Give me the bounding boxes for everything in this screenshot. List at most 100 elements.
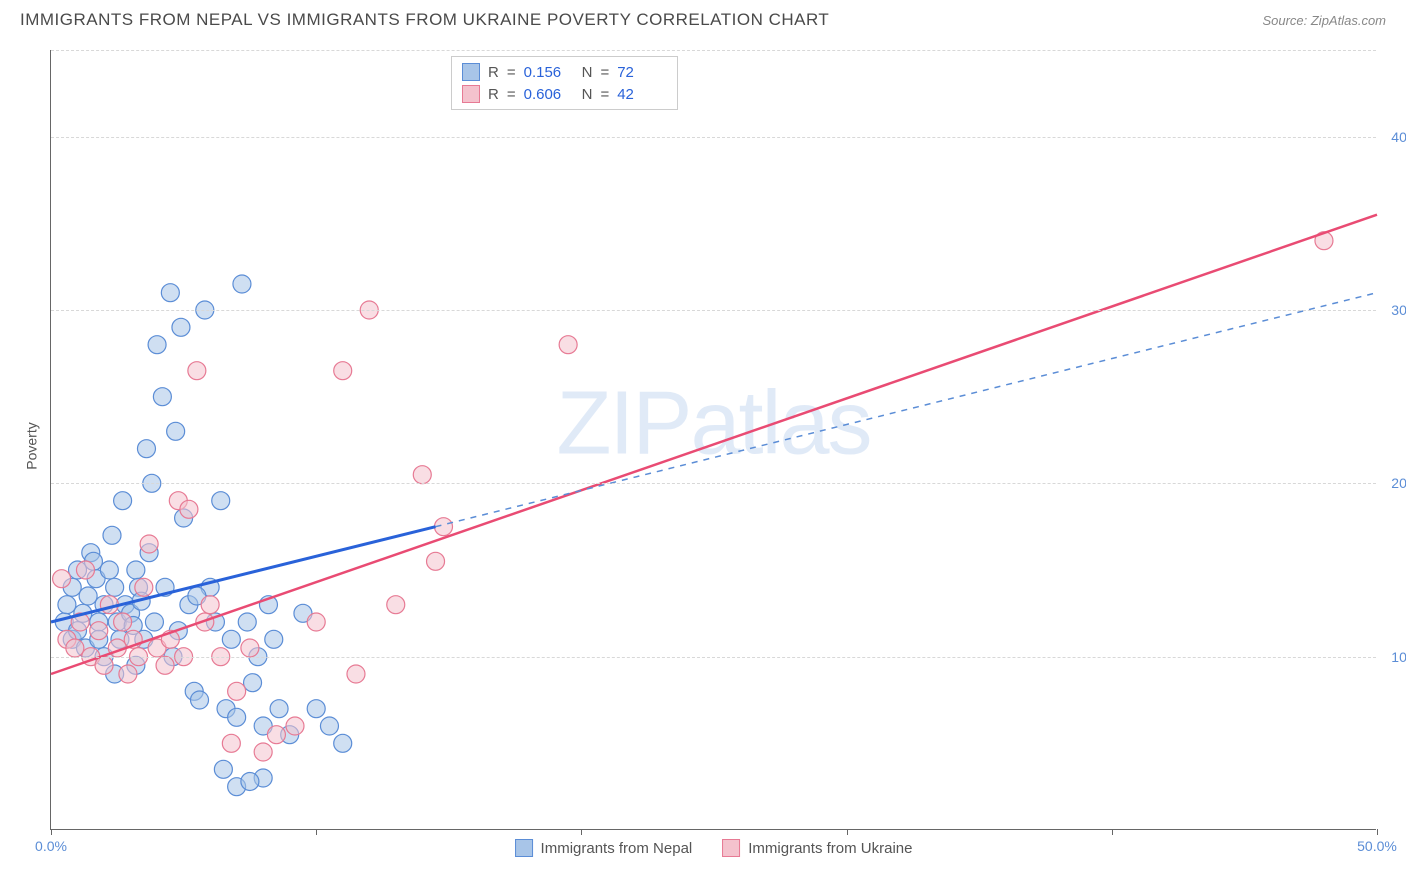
- xtick: [1112, 829, 1113, 835]
- scatter-point: [559, 336, 577, 354]
- scatter-point: [222, 734, 240, 752]
- gridline: [51, 50, 1376, 51]
- swatch-series2-bottom: [722, 839, 740, 857]
- scatter-point: [222, 630, 240, 648]
- ytick-label: 10.0%: [1391, 649, 1406, 665]
- ytick-label: 30.0%: [1391, 302, 1406, 318]
- xtick: [581, 829, 582, 835]
- scatter-point: [241, 639, 259, 657]
- scatter-point: [334, 362, 352, 380]
- legend-item-series1: Immigrants from Nepal: [515, 839, 693, 857]
- scatter-point: [114, 492, 132, 510]
- scatter-point: [135, 578, 153, 596]
- scatter-point: [79, 587, 97, 605]
- scatter-point: [214, 760, 232, 778]
- scatter-point: [244, 674, 262, 692]
- scatter-point: [172, 318, 190, 336]
- scatter-point: [188, 362, 206, 380]
- xtick-label: 0.0%: [35, 838, 67, 854]
- chart-plot-area: ZIPatlas R = 0.156 N = 72 R = 0.606 N = …: [50, 50, 1376, 830]
- scatter-point: [167, 422, 185, 440]
- stat-n-label2: N: [582, 86, 593, 103]
- swatch-series2: [462, 85, 480, 103]
- scatter-point: [254, 743, 272, 761]
- scatter-point: [347, 665, 365, 683]
- gridline: [51, 310, 1376, 311]
- xtick-label: 50.0%: [1357, 838, 1397, 854]
- scatter-point: [100, 561, 118, 579]
- scatter-point: [145, 613, 163, 631]
- legend-item-series2: Immigrants from Ukraine: [722, 839, 912, 857]
- correlation-legend: R = 0.156 N = 72 R = 0.606 N = 42: [451, 56, 678, 110]
- bottom-legend: Immigrants from Nepal Immigrants from Uk…: [515, 839, 913, 857]
- scatter-point: [127, 561, 145, 579]
- stat-n-value-2: 42: [617, 86, 667, 103]
- scatter-point: [320, 717, 338, 735]
- scatter-point: [153, 388, 171, 406]
- scatter-point: [233, 275, 251, 293]
- xtick: [1377, 829, 1378, 835]
- scatter-point: [161, 284, 179, 302]
- scatter-point: [119, 665, 137, 683]
- chart-title: IMMIGRANTS FROM NEPAL VS IMMIGRANTS FROM…: [20, 10, 829, 30]
- scatter-point: [427, 552, 445, 570]
- stat-n-value-1: 72: [617, 64, 667, 81]
- scatter-point: [66, 639, 84, 657]
- scatter-point: [201, 596, 219, 614]
- gridline: [51, 483, 1376, 484]
- scatter-point: [238, 613, 256, 631]
- scatter-point: [114, 613, 132, 631]
- scatter-point: [148, 336, 166, 354]
- legend-label-series2: Immigrants from Ukraine: [748, 840, 912, 857]
- legend-row-series2: R = 0.606 N = 42: [462, 83, 667, 105]
- stat-r-label: R: [488, 64, 499, 81]
- scatter-point: [191, 691, 209, 709]
- swatch-series1-bottom: [515, 839, 533, 857]
- ytick-label: 20.0%: [1391, 475, 1406, 491]
- swatch-series1: [462, 63, 480, 81]
- scatter-point: [140, 535, 158, 553]
- scatter-point: [212, 492, 230, 510]
- scatter-point: [267, 726, 285, 744]
- source-label: Source: ZipAtlas.com: [1262, 13, 1386, 28]
- scatter-point: [413, 466, 431, 484]
- stat-eq2: =: [600, 64, 609, 81]
- scatter-point: [137, 440, 155, 458]
- stat-eq3: =: [507, 86, 516, 103]
- scatter-svg: [51, 50, 1376, 829]
- stat-n-label: N: [582, 64, 593, 81]
- trend-line: [436, 293, 1377, 527]
- stat-eq4: =: [600, 86, 609, 103]
- xtick: [847, 829, 848, 835]
- scatter-point: [103, 526, 121, 544]
- gridline: [51, 657, 1376, 658]
- ytick-label: 40.0%: [1391, 129, 1406, 145]
- scatter-point: [286, 717, 304, 735]
- stat-r-value-1: 0.156: [524, 64, 574, 81]
- scatter-point: [156, 656, 174, 674]
- scatter-point: [334, 734, 352, 752]
- stat-eq: =: [507, 64, 516, 81]
- scatter-point: [307, 613, 325, 631]
- scatter-point: [387, 596, 405, 614]
- scatter-point: [228, 682, 246, 700]
- scatter-point: [53, 570, 71, 588]
- xtick: [51, 829, 52, 835]
- stat-r-value-2: 0.606: [524, 86, 574, 103]
- scatter-point: [180, 500, 198, 518]
- scatter-point: [76, 561, 94, 579]
- scatter-point: [58, 596, 76, 614]
- scatter-point: [106, 578, 124, 596]
- stat-r-label2: R: [488, 86, 499, 103]
- y-axis-label: Poverty: [24, 422, 40, 469]
- gridline: [51, 137, 1376, 138]
- scatter-point: [270, 700, 288, 718]
- scatter-point: [228, 708, 246, 726]
- legend-row-series1: R = 0.156 N = 72: [462, 61, 667, 83]
- legend-label-series1: Immigrants from Nepal: [541, 840, 693, 857]
- xtick: [316, 829, 317, 835]
- scatter-point: [90, 622, 108, 640]
- scatter-point: [241, 772, 259, 790]
- scatter-point: [307, 700, 325, 718]
- scatter-point: [265, 630, 283, 648]
